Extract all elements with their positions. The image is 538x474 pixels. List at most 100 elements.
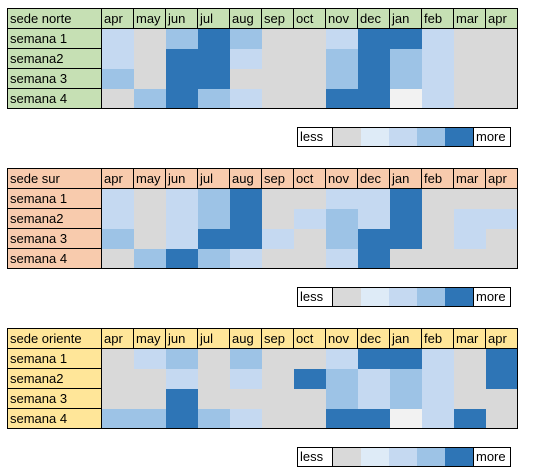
legend-row: less more (297, 447, 511, 467)
heatmap-cell (485, 48, 518, 69)
heatmap-cell (485, 228, 518, 249)
legend-swatch (361, 287, 389, 307)
week-row: semana 3 (7, 228, 518, 249)
month-label: apr (485, 8, 518, 29)
legend-swatch (445, 287, 474, 307)
heatmap-cell (197, 408, 230, 429)
heatmap-cell (165, 388, 198, 409)
heatmap-cell (101, 188, 134, 209)
month-label: oct (293, 8, 326, 29)
heatmap-cell (453, 248, 486, 269)
heatmap-cell (325, 208, 358, 229)
heatmap-cell (101, 28, 134, 49)
heatmap-cell (197, 348, 230, 369)
heatmap-cell (133, 88, 166, 109)
week-label: semana 3 (7, 68, 102, 89)
month-label: may (133, 328, 166, 349)
heatmap-cell (133, 28, 166, 49)
legend-swatch (417, 447, 445, 467)
legend-sede-oriente: less more (297, 447, 511, 467)
heatmap-cell (421, 48, 454, 69)
heatmap-cell (197, 228, 230, 249)
month-label: feb (421, 168, 454, 189)
heatmap-cell (389, 88, 422, 109)
legend-row: less more (297, 127, 511, 147)
legend-swatch (389, 127, 417, 147)
legend-swatch (389, 447, 417, 467)
header-row: sede norte apr may jun jul aug sep oct nov dec jan… (7, 8, 518, 29)
heatmap-cell (165, 248, 198, 269)
heatmap-cell (133, 248, 166, 269)
heatmap-cell (453, 28, 486, 49)
month-label: jan (389, 168, 422, 189)
month-label: may (133, 8, 166, 29)
heatmap-cell (229, 68, 262, 89)
heatmap-cell (325, 48, 358, 69)
heatmap-cell (165, 88, 198, 109)
month-label: oct (293, 168, 326, 189)
heatmap-cell (261, 208, 294, 229)
month-label: mar (453, 8, 486, 29)
heatmap-cell (421, 208, 454, 229)
heatmap-cell (197, 248, 230, 269)
legend-swatch (389, 287, 417, 307)
legend-swatch (417, 287, 445, 307)
heatmap-cell (485, 368, 518, 389)
heatmap-cell (389, 408, 422, 429)
month-label: sep (261, 168, 294, 189)
heatmap-cell (293, 208, 326, 229)
week-label: semana 1 (7, 348, 102, 369)
heatmap-cell (453, 408, 486, 429)
week-label: semana 4 (7, 88, 102, 109)
month-label: jan (389, 8, 422, 29)
heatmap-sede-norte: sede norte apr may jun jul aug sep oct nov dec jan… (7, 8, 518, 109)
heatmap-cell (133, 348, 166, 369)
heatmap-cell (197, 88, 230, 109)
heatmap-cell (229, 188, 262, 209)
heatmap-cell (197, 188, 230, 209)
week-label: semana2 (7, 208, 102, 229)
heatmap-cell (453, 188, 486, 209)
heatmap-cell (101, 48, 134, 69)
heatmap-cell (389, 248, 422, 269)
heatmap-cell (325, 188, 358, 209)
heatmap-cell (101, 68, 134, 89)
row-header: sede norte (7, 8, 102, 29)
month-label: may (133, 168, 166, 189)
heatmap-cell (165, 348, 198, 369)
heatmap-cell (485, 408, 518, 429)
heatmap-cell (197, 48, 230, 69)
month-label: apr (101, 168, 134, 189)
heatmap-cell (357, 388, 390, 409)
heatmap-cell (453, 48, 486, 69)
row-header: sede sur (7, 168, 102, 189)
month-label: jun (165, 168, 198, 189)
heatmap-cell (421, 188, 454, 209)
week-row: semana2 (7, 208, 518, 229)
legend-swatch (332, 447, 361, 467)
heatmap-cell (325, 28, 358, 49)
heatmap-cell (229, 228, 262, 249)
heatmap-cell (229, 408, 262, 429)
month-label: nov (325, 328, 358, 349)
header-row: sede sur apr may jun jul aug sep oct nov dec jan fe… (7, 168, 518, 189)
legend-swatch (445, 447, 474, 467)
month-label: mar (453, 168, 486, 189)
heatmap-cell (261, 88, 294, 109)
heatmap-cell (293, 48, 326, 69)
legend-less-label: less (297, 287, 333, 307)
legend-less-label: less (297, 447, 333, 467)
heatmap-cell (421, 348, 454, 369)
month-label: nov (325, 168, 358, 189)
heatmap-cell (101, 208, 134, 229)
week-label: semana 4 (7, 248, 102, 269)
legend-swatch (332, 127, 361, 147)
month-label: feb (421, 328, 454, 349)
month-label: jul (197, 168, 230, 189)
heatmap-cell (357, 68, 390, 89)
legend-more-label: more (473, 127, 511, 147)
heatmap-cell (293, 348, 326, 369)
heatmap-cell (101, 88, 134, 109)
heatmap-cell (165, 228, 198, 249)
heatmap-cell (389, 48, 422, 69)
